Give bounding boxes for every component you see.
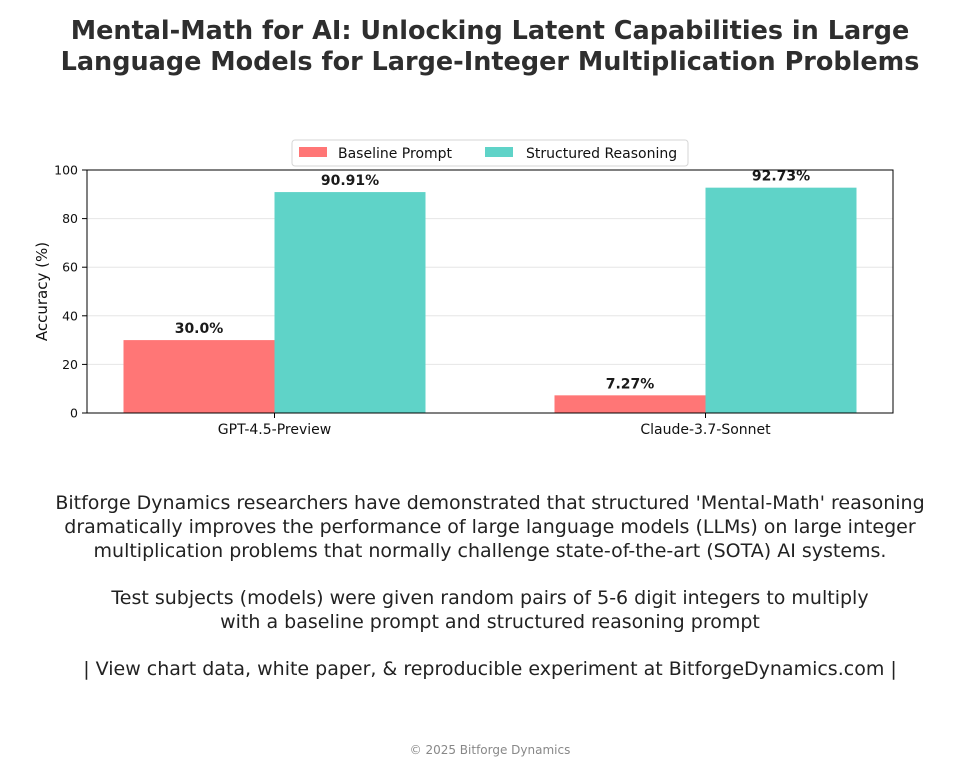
bar-baseline bbox=[554, 395, 706, 413]
x-tick-label: Claude-3.7-Sonnet bbox=[640, 422, 771, 438]
y-axis-label: Accuracy (%) bbox=[33, 242, 51, 341]
bar-structured bbox=[274, 192, 426, 413]
bars bbox=[123, 187, 857, 413]
description-paragraph-2: Test subjects (models) were given random… bbox=[0, 586, 980, 634]
y-tick-label: 20 bbox=[62, 357, 78, 372]
axes: 0 20 40 60 80 100 Accuracy (%) GPT-4.5-Preview C… bbox=[33, 163, 771, 439]
y-tick-label: 80 bbox=[62, 211, 78, 226]
legend-label: Structured Reasoning bbox=[526, 146, 677, 162]
description-line: dramatically improves the performance of… bbox=[64, 516, 916, 538]
bar-baseline bbox=[123, 340, 275, 413]
y-tick-label: 100 bbox=[54, 163, 78, 178]
legend-swatch bbox=[299, 147, 327, 157]
legend: Baseline Prompt Structured Reasoning bbox=[291, 139, 689, 167]
y-tick-label: 60 bbox=[62, 260, 78, 275]
plot-frame bbox=[86, 169, 894, 414]
x-tick-label: GPT-4.5-Preview bbox=[218, 422, 331, 438]
data-label: 92.73% bbox=[752, 169, 810, 185]
description-line: multiplication problems that normally ch… bbox=[93, 540, 887, 562]
description-line: Bitforge Dynamics researchers have demon… bbox=[55, 492, 925, 514]
description-paragraph-1: Bitforge Dynamics researchers have demon… bbox=[0, 491, 980, 563]
legend-swatch bbox=[485, 147, 513, 157]
y-tick-label: 40 bbox=[62, 308, 78, 323]
data-label: 90.91% bbox=[321, 173, 379, 189]
chart-title: Mental-Math for AI: Unlocking Latent Cap… bbox=[0, 16, 980, 78]
data-label: 30.0% bbox=[175, 321, 224, 337]
description-line: with a baseline prompt and structured re… bbox=[220, 611, 760, 633]
bar-chart: 30.0% 90.91% 7.27% 92.73% 0 20 40 60 80 100 Accur… bbox=[33, 139, 894, 439]
description-line: Test subjects (models) were given random… bbox=[111, 587, 869, 609]
title-line-2: Language Models for Large-Integer Multip… bbox=[60, 47, 920, 77]
data-labels: 30.0% 90.91% 7.27% 92.73% bbox=[175, 169, 810, 393]
legend-label: Baseline Prompt bbox=[338, 146, 453, 162]
bar-structured bbox=[705, 187, 857, 413]
y-tick-label: 0 bbox=[70, 406, 78, 421]
title-line-1: Mental-Math for AI: Unlocking Latent Cap… bbox=[70, 16, 910, 46]
data-label: 7.27% bbox=[606, 376, 655, 392]
copyright-footer: © 2025 Bitforge Dynamics bbox=[409, 743, 571, 757]
website-link-text: | View chart data, white paper, & reprod… bbox=[83, 658, 897, 680]
